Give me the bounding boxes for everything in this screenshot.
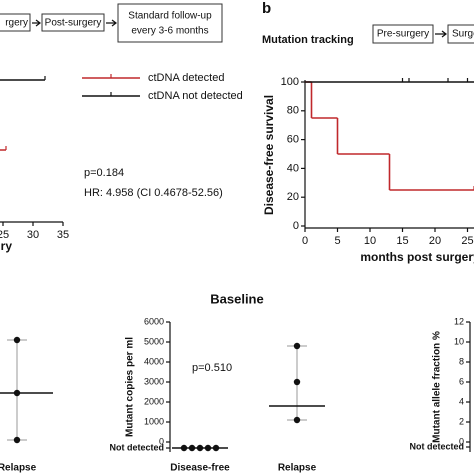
x-axis-label: ry <box>1 239 13 253</box>
flow-text: Surge <box>452 29 474 40</box>
y-tick-label: 0 <box>293 220 299 232</box>
x-tick-label: 0 <box>302 235 308 247</box>
data-point <box>180 444 188 452</box>
y-tick-label: 2 <box>459 416 464 426</box>
y-tick-label: 60 <box>287 134 299 146</box>
annotation: p=0.184 <box>84 167 124 179</box>
y-axis-label: Mutant allele fraction % <box>432 331 443 443</box>
chart-title: Mutation tracking <box>262 34 354 46</box>
flow-arrow <box>106 19 117 27</box>
x-tick-label: Relapse <box>0 463 37 474</box>
x-tick-label: 25 <box>0 229 9 241</box>
y-tick-label: Not detected <box>409 441 464 451</box>
data-point <box>13 436 21 444</box>
x-tick-label: 15 <box>396 235 408 247</box>
chart-title: Baseline <box>210 291 263 306</box>
flow-box <box>41 13 105 32</box>
y-tick-label: 5000 <box>144 336 164 346</box>
flow-text: Standard follow-up <box>128 11 212 22</box>
flow-text: every 3-6 months <box>131 26 208 37</box>
flow-box <box>0 13 31 32</box>
x-tick-label: 35 <box>57 229 69 241</box>
data-point <box>293 342 301 350</box>
y-tick-label: 100 <box>281 76 299 88</box>
x-tick-label: Relapse <box>278 463 317 474</box>
data-point <box>13 389 21 397</box>
data-point <box>188 444 196 452</box>
y-tick-label: 4000 <box>144 356 164 366</box>
y-tick-label: 6 <box>459 376 464 386</box>
data-point <box>13 336 21 344</box>
y-tick-label: 40 <box>287 162 299 174</box>
flow-box <box>447 24 474 44</box>
x-tick-label: 20 <box>429 235 441 247</box>
y-tick-label: Not detected <box>109 442 164 452</box>
legend-label: ctDNA detected <box>148 72 224 84</box>
y-tick-label: 4 <box>459 396 464 406</box>
data-point <box>196 444 204 452</box>
flow-arrow <box>435 30 447 38</box>
data-point <box>212 444 220 452</box>
flow-text: rgery <box>5 18 28 29</box>
data-point <box>293 378 301 386</box>
flow-box <box>117 3 223 43</box>
x-tick-label: 10 <box>364 235 376 247</box>
y-tick-label: 6000 <box>144 316 164 326</box>
data-point <box>293 416 301 424</box>
y-tick-label: 8 <box>459 356 464 366</box>
y-axis-label: Disease-free survival <box>262 95 276 215</box>
x-axis-label: months post surgery <box>360 250 474 264</box>
data-point <box>204 444 212 452</box>
y-tick-label: 0 <box>159 436 164 446</box>
flow-box <box>372 24 434 44</box>
x-tick-label: 5 <box>334 235 340 247</box>
x-tick-label: 25 <box>461 235 473 247</box>
x-tick-label: Disease-free <box>170 463 230 474</box>
y-tick-label: 3000 <box>144 376 164 386</box>
legend-label: ctDNA not detected <box>148 90 243 102</box>
y-tick-label: 1000 <box>144 416 164 426</box>
y-tick-label: 0 <box>459 436 464 446</box>
annotation: HR: 4.958 (CI 0.4678-52.56) <box>84 187 223 199</box>
flow-text: Post-surgery <box>45 18 102 29</box>
y-tick-label: 2000 <box>144 396 164 406</box>
y-tick-label: 80 <box>287 105 299 117</box>
y-axis-label: Mutant copies per ml <box>125 337 136 437</box>
y-tick-label: 12 <box>454 316 464 326</box>
annotation: p=0.510 <box>192 362 232 374</box>
x-tick-label: 30 <box>27 229 39 241</box>
panel-label: b <box>262 0 271 17</box>
y-tick-label: 10 <box>454 336 464 346</box>
y-tick-label: 20 <box>287 191 299 203</box>
flow-text: Pre-surgery <box>377 29 429 40</box>
flow-arrow <box>32 19 41 27</box>
